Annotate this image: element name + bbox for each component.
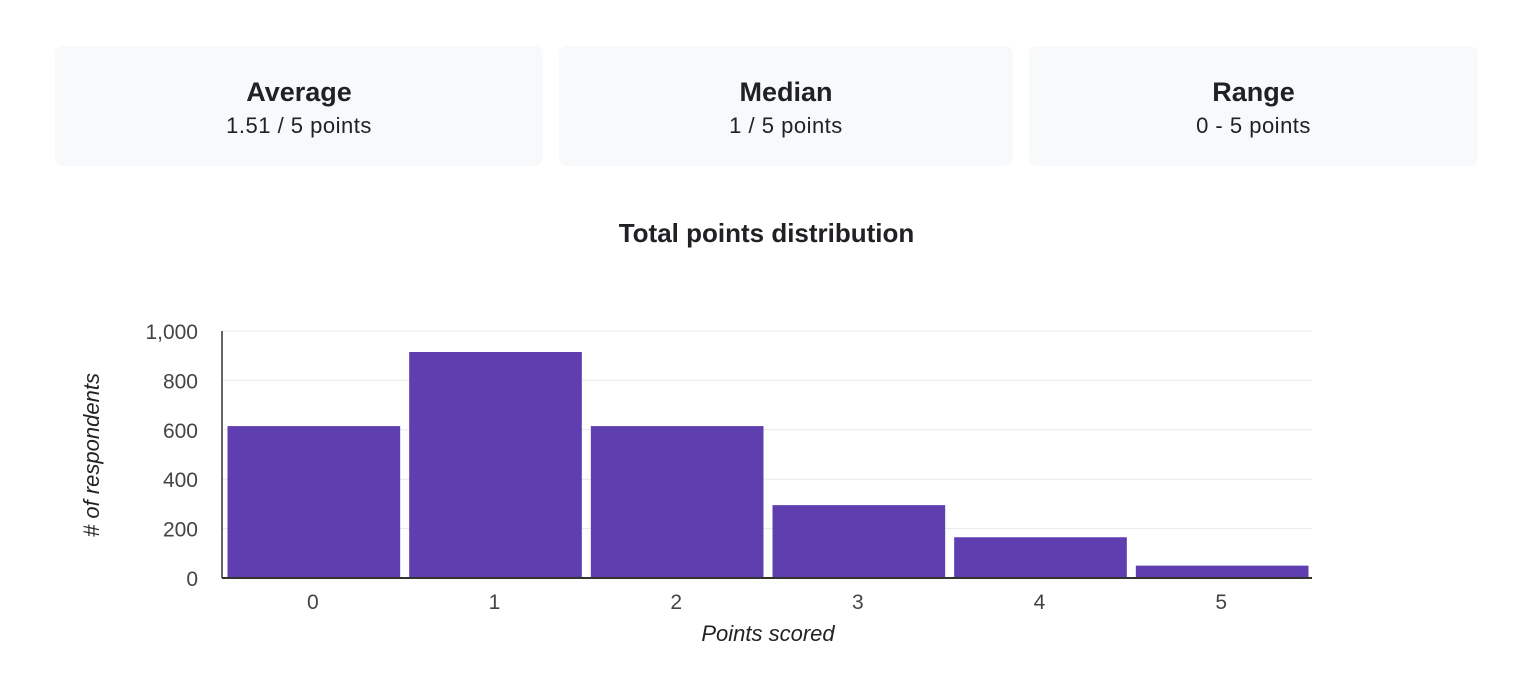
y-tick-label: 1,000 — [145, 321, 198, 344]
bar-3[interactable] — [772, 505, 946, 578]
grid-lines — [222, 330, 1312, 530]
range-value: 0 - 5 points — [1196, 113, 1311, 138]
median-card: Median 1 / 5 points — [559, 46, 1013, 166]
y-tick-label: 800 — [163, 370, 198, 393]
bar-0[interactable] — [227, 426, 401, 578]
x-tick-label: 2 — [670, 591, 682, 614]
bar-4[interactable] — [954, 537, 1127, 578]
summary-stats: Average 1.51 / 5 points Median 1 / 5 poi… — [55, 46, 1478, 166]
x-tick-label: 1 — [489, 591, 501, 614]
range-card: Range 0 - 5 points — [1029, 46, 1478, 166]
bar-2[interactable] — [590, 426, 764, 578]
x-tick-labels: 0 1 2 3 4 5 — [307, 591, 1227, 614]
y-tick-label: 200 — [163, 519, 198, 542]
median-value: 1 / 5 points — [729, 113, 843, 138]
range-label: Range — [1212, 77, 1295, 107]
x-tick-label: 5 — [1215, 591, 1227, 614]
y-tick-label: 600 — [163, 420, 198, 443]
average-label: Average — [246, 77, 352, 107]
y-tick-label: 0 — [186, 568, 198, 591]
bars — [227, 351, 1309, 578]
x-axis-title: Points scored — [701, 621, 835, 646]
x-tick-label: 0 — [307, 591, 319, 614]
y-tick-labels: 0 200 400 600 800 1,000 — [145, 321, 198, 591]
median-label: Median — [739, 77, 833, 107]
average-value: 1.51 / 5 points — [226, 113, 372, 138]
bar-1[interactable] — [409, 351, 582, 578]
average-card: Average 1.51 / 5 points — [55, 46, 543, 166]
chart-title: Total points distribution — [618, 218, 915, 248]
y-tick-label: 400 — [163, 469, 198, 492]
x-tick-label: 3 — [852, 591, 864, 614]
y-axis-title: # of respondents — [79, 373, 104, 537]
bar-5[interactable] — [1135, 565, 1309, 578]
x-tick-label: 4 — [1034, 591, 1046, 614]
